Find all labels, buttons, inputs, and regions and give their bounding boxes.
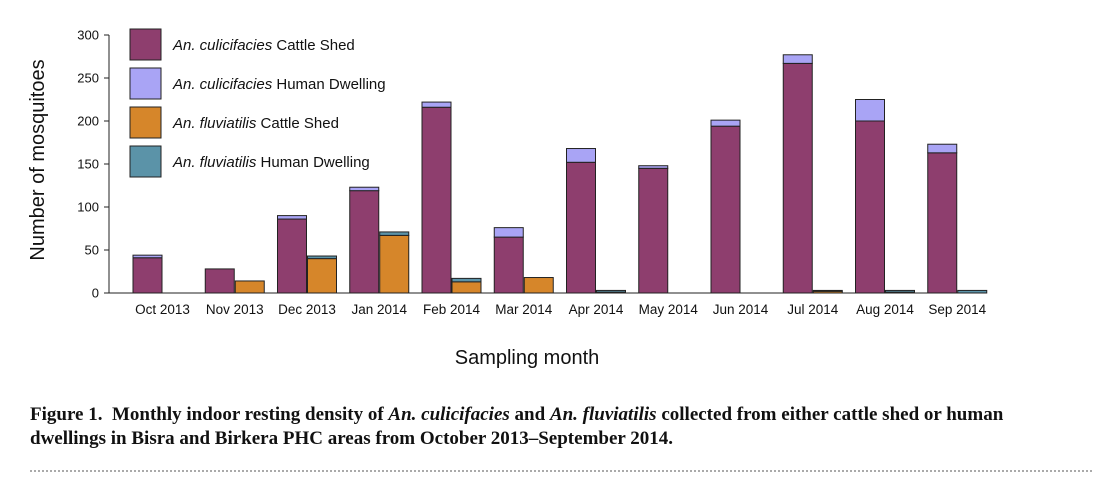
y-tick-label: 250	[77, 71, 99, 86]
caption-text-3: collected from either cattle shed or hum…	[30, 404, 1004, 449]
bar-an-fluviatilis-human-dwelling-aug-2014	[885, 289, 915, 293]
bar-an-culicifacies-human-dwelling-jan-2014	[349, 186, 380, 192]
legend-label: An. culicifacies Human Dwelling	[172, 76, 386, 93]
x-tick-label: Sep 2014	[928, 302, 986, 317]
bar-an-culicifacies-human-dwelling-oct-2013	[132, 254, 163, 259]
legend: An. culicifacies Cattle Shed An. culicifa…	[129, 28, 386, 178]
legend-swatch-an-fluviatilis-cattle-shed	[129, 106, 162, 139]
bar-an-culicifacies-human-dwelling-apr-2014	[566, 148, 596, 163]
bar-an-culicifacies-human-dwelling-may-2014	[638, 165, 669, 169]
tick-labels: 0 50 100 150 200 250 300 Oct 2013 Nov 2013 Dec 20…	[77, 28, 986, 318]
x-tick-label: Jan 2014	[351, 302, 407, 317]
bar-an-fluviatilis-human-dwelling-jan-2014	[379, 231, 410, 236]
bar-an-culicifacies-cattle-shed-jul-2014	[782, 62, 813, 294]
y-tick-label: 150	[77, 157, 99, 172]
bar-an-culicifacies-human-dwelling-jun-2014	[710, 119, 741, 127]
bar-an-culicifacies-human-dwelling-jul-2014	[782, 54, 813, 64]
bar-an-culicifacies-human-dwelling-sep-2014	[927, 143, 958, 154]
y-tick-label: 100	[77, 200, 99, 215]
bar-an-fluviatilis-cattle-shed-dec-2013	[307, 258, 337, 294]
bar-an-fluviatilis-human-dwelling-dec-2013	[307, 255, 337, 260]
bar-an-culicifacies-human-dwelling-aug-2014	[855, 99, 885, 122]
x-tick-label: Dec 2013	[278, 302, 336, 317]
bar-an-fluviatilis-cattle-shed-mar-2014	[523, 277, 554, 294]
bar-an-culicifacies-human-dwelling-mar-2014	[493, 227, 524, 238]
legend-swatch-an-culicifacies-cattle-shed	[129, 28, 162, 61]
legend-label: An. fluviatilis Human Dwelling	[172, 154, 370, 171]
legend-label: An. culicifacies Cattle Shed	[172, 37, 355, 54]
legend-label: An. fluviatilis Cattle Shed	[172, 115, 339, 132]
legend-swatch-an-fluviatilis-human-dwelling	[129, 145, 162, 178]
bar-an-culicifacies-cattle-shed-nov-2013	[204, 268, 235, 294]
x-tick-label: Mar 2014	[495, 302, 553, 317]
bar-an-culicifacies-cattle-shed-mar-2014	[493, 236, 524, 294]
bar-an-fluviatilis-cattle-shed-feb-2014	[451, 281, 482, 294]
bar-an-culicifacies-cattle-shed-feb-2014	[421, 106, 452, 294]
y-tick-label: 200	[77, 114, 99, 129]
bar-an-culicifacies-cattle-shed-jun-2014	[710, 125, 741, 294]
y-tick-label: 300	[77, 28, 99, 43]
bar-an-fluviatilis-cattle-shed-jan-2014	[379, 234, 410, 294]
caption-species-1: An. culicifacies	[388, 404, 510, 425]
bar-an-culicifacies-human-dwelling-feb-2014	[421, 101, 452, 108]
bar-an-culicifacies-cattle-shed-may-2014	[638, 167, 669, 294]
bar-an-fluviatilis-human-dwelling-apr-2014	[596, 289, 626, 293]
bar-an-fluviatilis-human-dwelling-jul-2014	[812, 289, 843, 292]
x-tick-label: Jul 2014	[787, 302, 839, 317]
x-tick-label: Aug 2014	[856, 302, 914, 317]
x-tick-label: Jun 2014	[713, 302, 769, 317]
x-axis-title: Sampling month	[455, 347, 600, 369]
x-tick-label: Oct 2013	[135, 302, 190, 317]
bar-an-fluviatilis-human-dwelling-feb-2014	[451, 277, 482, 283]
x-tick-label: May 2014	[639, 302, 699, 317]
y-tick-label: 0	[92, 286, 99, 301]
caption-text-1: Monthly indoor resting density of	[111, 404, 389, 425]
bar-an-fluviatilis-human-dwelling-sep-2014	[957, 289, 988, 294]
x-tick-label: Feb 2014	[423, 302, 481, 317]
bar-an-culicifacies-cattle-shed-oct-2013	[132, 257, 163, 294]
bar-an-culicifacies-cattle-shed-dec-2013	[277, 218, 307, 294]
bar-an-culicifacies-cattle-shed-sep-2014	[927, 152, 958, 294]
caption-label: Figure 1.	[30, 404, 103, 425]
bar-an-culicifacies-cattle-shed-aug-2014	[855, 120, 885, 294]
x-tick-label: Apr 2014	[569, 302, 624, 317]
bar-an-culicifacies-cattle-shed-apr-2014	[566, 161, 596, 294]
bar-an-culicifacies-human-dwelling-dec-2013	[277, 215, 307, 220]
y-axis-title: Number of mosquitoes	[27, 59, 49, 260]
y-tick-label: 50	[85, 243, 99, 258]
legend-swatch-an-culicifacies-human-dwelling	[129, 67, 162, 100]
bar-an-culicifacies-cattle-shed-jan-2014	[349, 190, 380, 294]
caption-text-2: and	[509, 404, 550, 425]
dotted-divider	[30, 470, 1092, 472]
bar-an-fluviatilis-cattle-shed-nov-2013	[234, 280, 265, 294]
bars-layer	[132, 54, 988, 294]
stacked-bar-chart: 0 50 100 150 200 250 300 Oct 2013 Nov 2013 Dec 20…	[27, 28, 988, 369]
x-tick-label: Nov 2013	[206, 302, 264, 317]
figure-caption: Figure 1. Monthly indoor resting density…	[30, 403, 1080, 451]
caption-species-2: An. fluviatilis	[549, 404, 657, 425]
